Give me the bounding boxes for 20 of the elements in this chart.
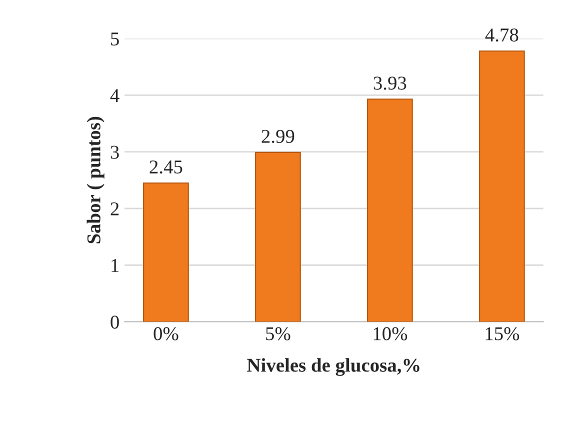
data-label: 3.93 — [374, 76, 406, 90]
bar — [143, 182, 189, 322]
x-tick-label: 15% — [486, 327, 520, 340]
x-tick-label: 5% — [266, 327, 290, 340]
y-tick-label: 1 — [112, 259, 118, 272]
bar — [254, 152, 301, 322]
y-tick-label: 3 — [110, 146, 119, 159]
x-tick-label: 10% — [374, 327, 408, 340]
y-axis-title: Sabor ( puntos) — [86, 116, 104, 244]
y-tick-label: 0 — [110, 316, 119, 329]
y-tick-label: 4 — [110, 89, 120, 102]
bar — [478, 50, 525, 322]
data-label: 2.45 — [150, 160, 182, 174]
x-axis-title: Niveles de glucosa,% — [247, 358, 420, 376]
x-tick-label: 0% — [154, 327, 178, 340]
bar — [366, 98, 413, 322]
y-tick-label: 2 — [110, 202, 119, 216]
data-label: 4.78 — [485, 28, 518, 42]
y-tick-label: 5 — [111, 32, 119, 46]
data-label: 2.99 — [262, 130, 294, 144]
